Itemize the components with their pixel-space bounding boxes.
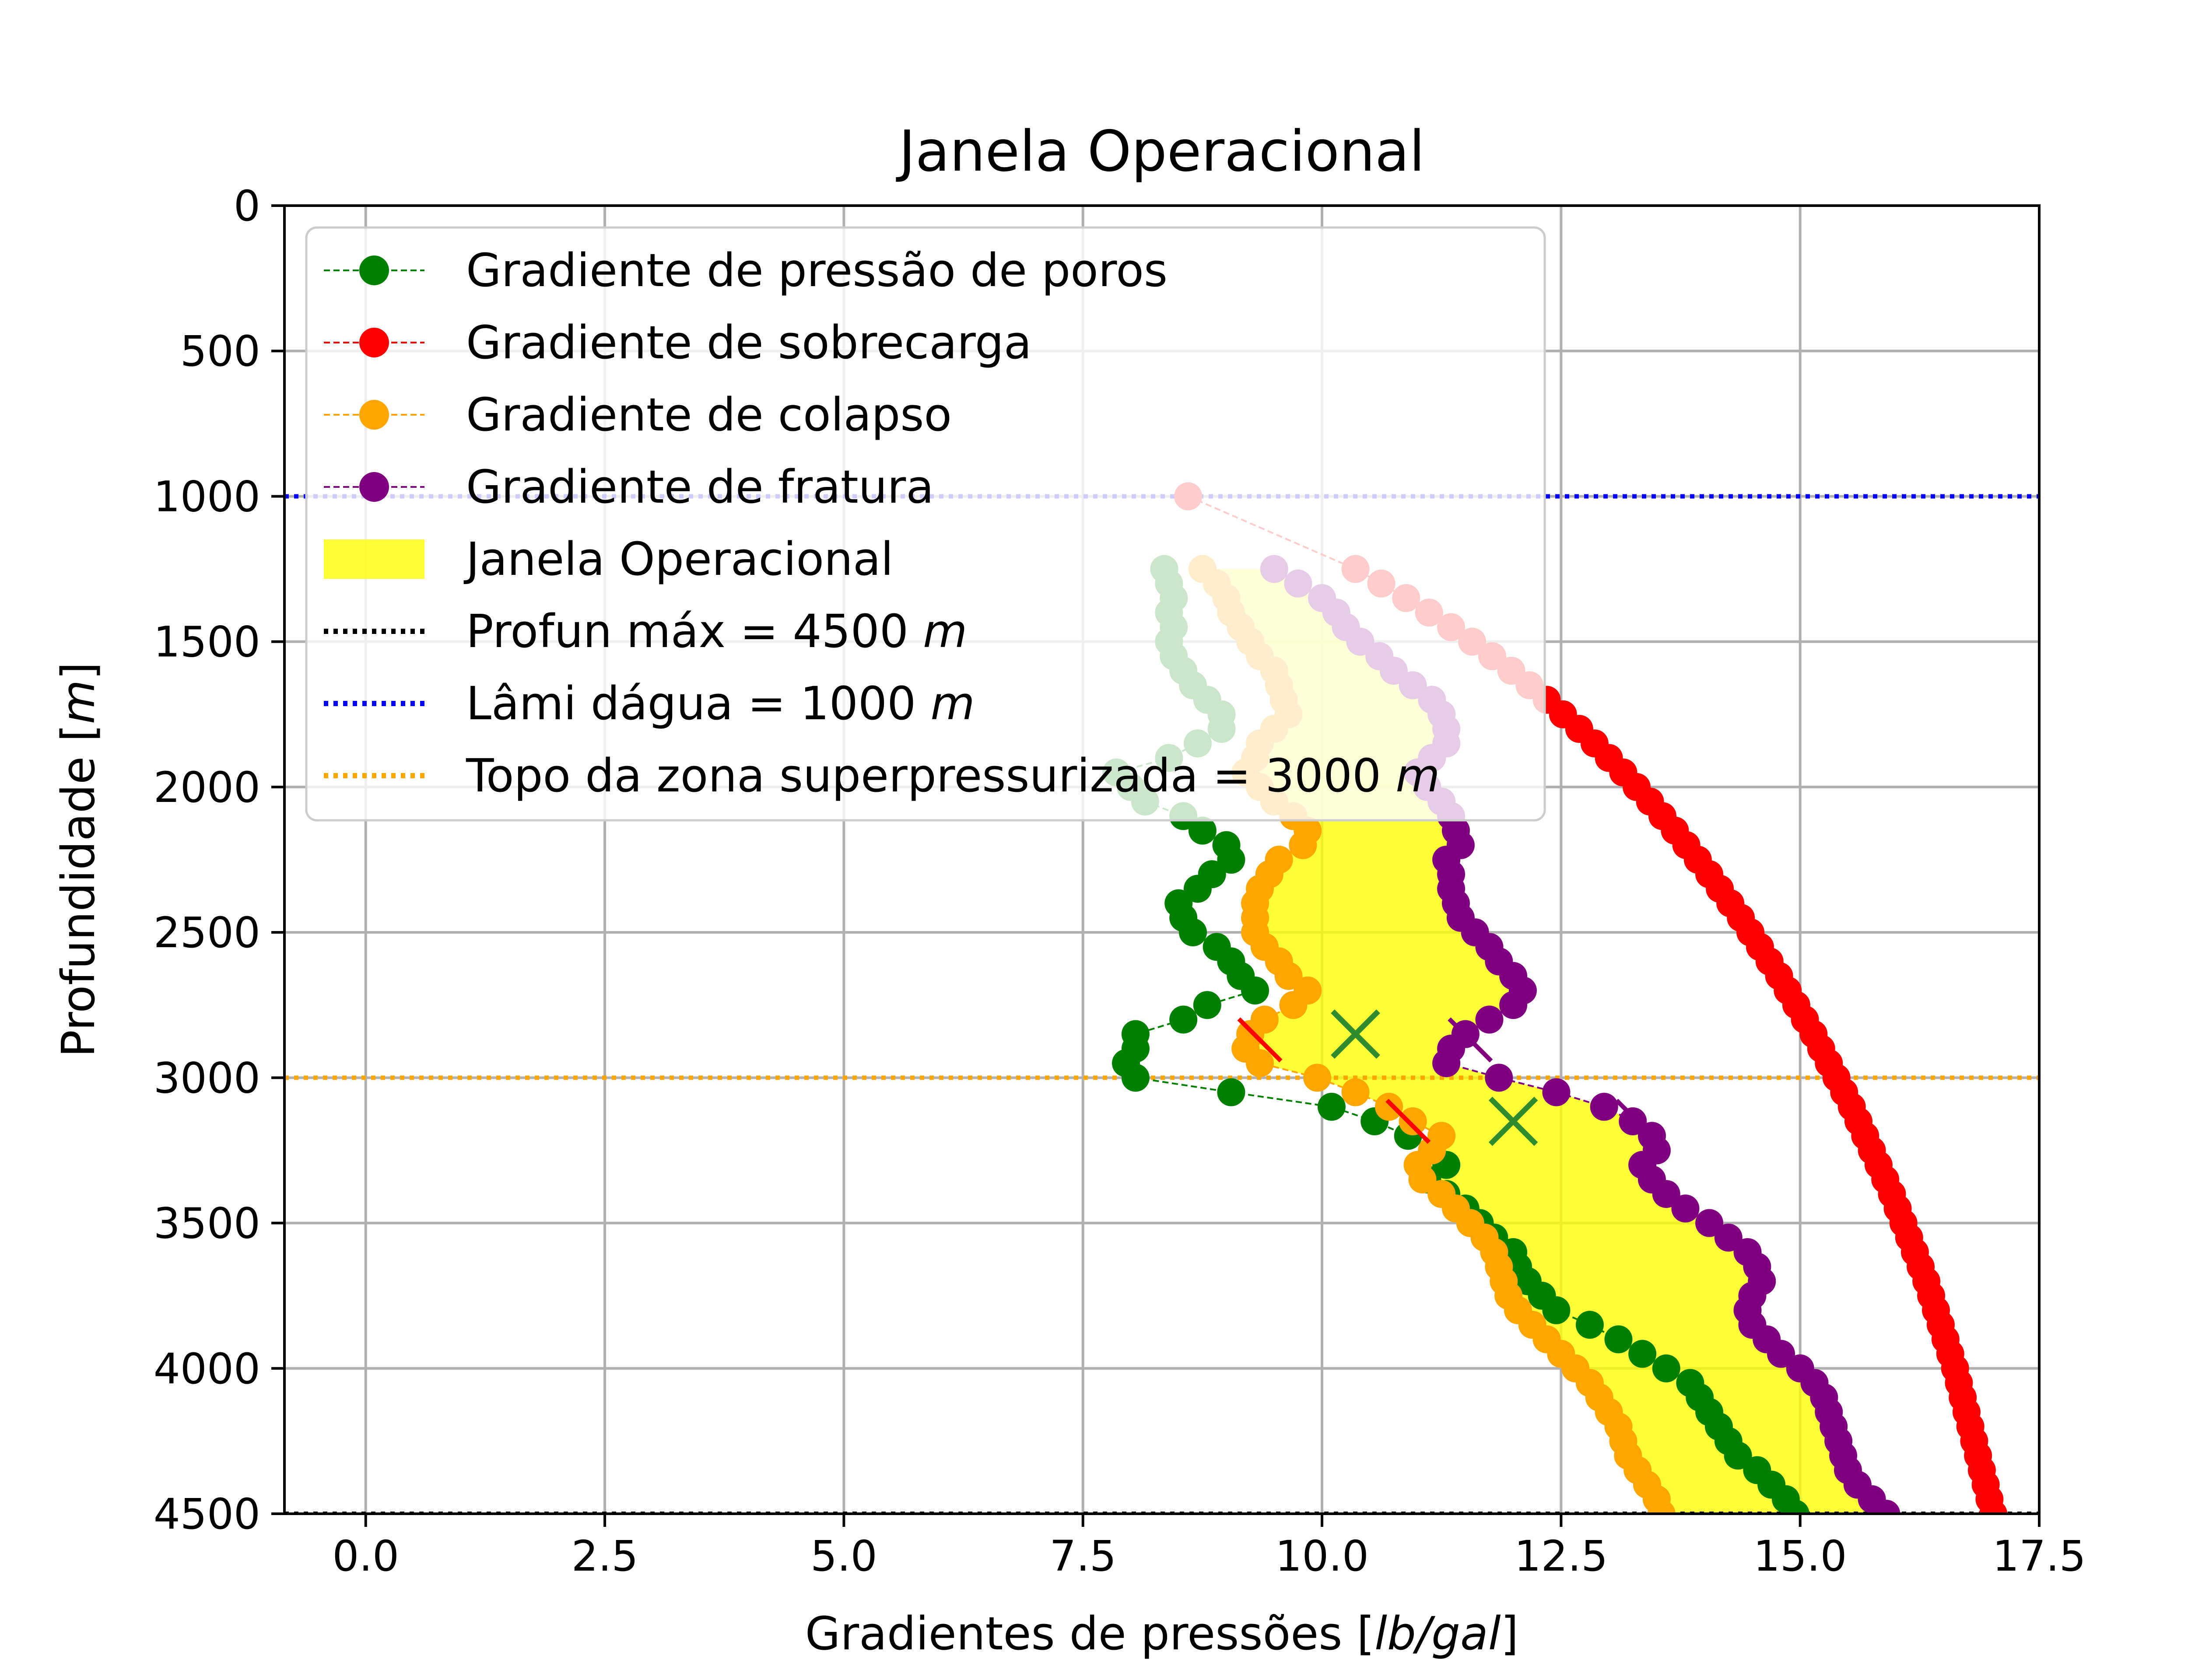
data-point bbox=[1619, 1107, 1647, 1135]
data-point bbox=[1590, 1092, 1618, 1121]
data-point bbox=[1169, 1005, 1198, 1034]
x-tick-label: 10.0 bbox=[1275, 1532, 1369, 1581]
data-point bbox=[1724, 1442, 1752, 1470]
data-point bbox=[1872, 1500, 1900, 1514]
legend-label: Gradiente de sobrecarga bbox=[466, 316, 1032, 369]
data-point bbox=[1289, 831, 1317, 859]
data-point bbox=[1183, 875, 1212, 903]
y-tick-label: 3000 bbox=[154, 1054, 260, 1102]
legend-label: Gradiente de pressão de poros bbox=[466, 244, 1168, 297]
legend-label: Gradiente de fratura bbox=[466, 460, 934, 514]
legend-label-part: Lâmi dágua = 1000 bbox=[466, 677, 930, 730]
data-point bbox=[1274, 962, 1303, 990]
legend-marker bbox=[359, 472, 389, 502]
y-tick-label: 4500 bbox=[154, 1490, 260, 1539]
legend-marker bbox=[359, 256, 389, 285]
x-marker bbox=[1488, 1096, 1538, 1146]
data-point bbox=[1485, 1064, 1513, 1092]
y-tick-label: 1500 bbox=[154, 618, 260, 667]
x-tick-label: 5.0 bbox=[810, 1532, 877, 1581]
x-tick-label: 15.0 bbox=[1753, 1532, 1847, 1581]
x-marker-stroke bbox=[1488, 1096, 1538, 1146]
legend-label: Topo da zona superpressurizada = 3000 m bbox=[466, 749, 1440, 802]
y-axis-label-part: ] bbox=[52, 662, 105, 680]
data-point bbox=[1499, 991, 1528, 1019]
x-tick-label: 12.5 bbox=[1514, 1532, 1608, 1581]
legend-label-unit: m bbox=[923, 605, 967, 658]
x-axis-label: Gradientes de pressões [lb/gal] bbox=[805, 1607, 1518, 1660]
x-axis-label-part: ] bbox=[1501, 1607, 1519, 1660]
y-axis-label: Profundidade [m] bbox=[52, 662, 105, 1057]
x-tick-label: 2.5 bbox=[572, 1532, 638, 1581]
data-point bbox=[1647, 1500, 1676, 1514]
legend-fill-swatch bbox=[324, 539, 424, 579]
x-marker bbox=[1331, 1009, 1380, 1059]
y-tick-label: 3500 bbox=[154, 1199, 260, 1248]
y-tick-label: 500 bbox=[180, 327, 260, 376]
data-point bbox=[1542, 1296, 1571, 1324]
y-axis-label-unit: m bbox=[52, 680, 105, 724]
tick-marker bbox=[1448, 1017, 1493, 1063]
data-point bbox=[1375, 1092, 1403, 1121]
y-tick-label: 2500 bbox=[154, 908, 260, 957]
x-axis-label-unit: lb/gal bbox=[1375, 1607, 1501, 1660]
data-point bbox=[1188, 816, 1217, 845]
y-tick-label: 4000 bbox=[154, 1344, 260, 1393]
tick-marker bbox=[1615, 1099, 1660, 1144]
x-tick-label: 17.5 bbox=[1992, 1532, 2086, 1581]
data-point bbox=[1628, 1340, 1657, 1368]
legend-label-part: Topo da zona superpressurizada = 3000 bbox=[466, 749, 1396, 802]
data-point bbox=[1652, 1354, 1680, 1382]
data-point bbox=[1179, 918, 1207, 947]
data-point bbox=[1671, 1194, 1700, 1223]
data-point bbox=[1341, 1078, 1370, 1106]
data-point bbox=[1767, 1340, 1795, 1368]
data-point bbox=[1652, 1180, 1680, 1208]
axes-frame bbox=[283, 204, 2041, 1515]
data-point bbox=[1432, 1049, 1461, 1078]
data-point bbox=[1714, 1223, 1743, 1252]
legend-marker bbox=[359, 400, 389, 430]
data-point bbox=[1217, 1078, 1245, 1106]
legend-marker bbox=[359, 328, 389, 357]
tick-marker bbox=[1237, 1017, 1283, 1063]
y-tick-label: 1000 bbox=[154, 472, 260, 521]
x-tick-label: 0.0 bbox=[332, 1532, 399, 1581]
x-axis-label-part: Gradientes de pressões [ bbox=[805, 1607, 1375, 1660]
legend-label: Lâmi dágua = 1000 m bbox=[466, 677, 975, 730]
y-axis-label-part: Profundidade [ bbox=[52, 724, 105, 1057]
data-point bbox=[1303, 1064, 1332, 1092]
data-point bbox=[1121, 1064, 1150, 1092]
data-point bbox=[1475, 1005, 1504, 1034]
legend-label: Janela Operacional bbox=[463, 532, 894, 586]
x-tick-label: 7.5 bbox=[1049, 1532, 1116, 1581]
x-marker-stroke bbox=[1331, 1009, 1380, 1059]
data-point bbox=[1408, 1165, 1437, 1194]
legend-label: Gradiente de colapso bbox=[466, 388, 952, 441]
y-tick-label: 2000 bbox=[154, 763, 260, 812]
data-point bbox=[1317, 1092, 1346, 1121]
data-point bbox=[1695, 1209, 1724, 1237]
data-point bbox=[1399, 1107, 1427, 1135]
data-point bbox=[1781, 1500, 1809, 1514]
data-point bbox=[1604, 1325, 1633, 1354]
data-point bbox=[1575, 1311, 1604, 1339]
legend-label-unit: m bbox=[930, 677, 975, 730]
data-point bbox=[1241, 976, 1269, 1004]
legend-box bbox=[305, 226, 1546, 822]
data-point bbox=[1979, 1500, 2008, 1514]
y-tick-label: 0 bbox=[234, 182, 260, 231]
data-point bbox=[1217, 846, 1245, 874]
chart-title: Janela Operacional bbox=[896, 119, 1425, 184]
data-point bbox=[1193, 991, 1221, 1019]
data-point bbox=[1542, 1078, 1571, 1106]
data-point bbox=[1279, 991, 1308, 1019]
data-point bbox=[1245, 1049, 1274, 1078]
legend-label-part: Profun máx = 4500 bbox=[466, 605, 923, 658]
plot-area: 0.0 2.5 5.0 7.5 10.0 12.5 15.0 17.5 0 500 1000 1500… bbox=[154, 182, 2086, 1581]
legend-label: Profun máx = 4500 m bbox=[466, 605, 967, 658]
tick-marker bbox=[1385, 1099, 1431, 1144]
legend-label-unit: m bbox=[1396, 749, 1440, 802]
